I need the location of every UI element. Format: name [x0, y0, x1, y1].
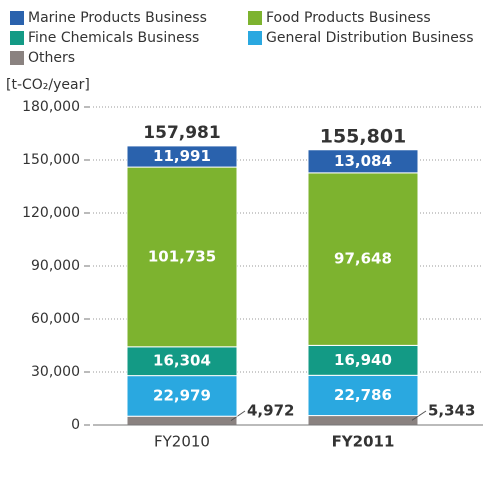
y-tick-label: 180,000 — [22, 99, 80, 115]
legend-label: Others — [28, 50, 75, 66]
legend-swatch — [10, 31, 24, 45]
value-label: 13,084 — [334, 152, 392, 170]
value-label: 101,735 — [148, 247, 216, 265]
y-tick-label: 90,000 — [31, 258, 80, 274]
legend-swatch — [248, 31, 262, 45]
y-axis-label: [t-CO₂/year] — [6, 77, 90, 93]
bar-segment — [307, 149, 419, 174]
x-tick-label: FY2010 — [154, 433, 210, 451]
value-label: 22,786 — [334, 386, 392, 404]
bar-segment — [307, 172, 419, 346]
legend-label: Food Products Business — [266, 10, 431, 26]
legend-swatch — [10, 11, 24, 25]
bar-segment — [126, 145, 238, 168]
y-tick-label: 150,000 — [22, 152, 80, 168]
total-label: 155,801 — [320, 125, 407, 147]
legend-label: Marine Products Business — [28, 10, 207, 26]
bar-segment — [126, 346, 238, 377]
bar-segment — [126, 415, 238, 426]
y-tick-label: 60,000 — [31, 311, 80, 327]
value-label: 5,343 — [428, 402, 475, 420]
y-tick-label: 30,000 — [31, 364, 80, 380]
value-label: 97,648 — [334, 250, 392, 268]
value-label: 16,304 — [153, 352, 211, 370]
legend-label: Fine Chemicals Business — [28, 30, 199, 46]
leader-line — [230, 410, 246, 422]
legend-label: General Distribution Business — [266, 30, 473, 46]
legend-swatch — [248, 11, 262, 25]
leader-line — [411, 410, 427, 421]
bar-segment — [307, 415, 419, 426]
legend-swatch — [10, 51, 24, 65]
y-tick-label: 0 — [71, 417, 80, 433]
y-tick-label: 120,000 — [22, 205, 80, 221]
bar-segment — [126, 166, 238, 348]
x-tick-label: FY2011 — [332, 433, 395, 451]
value-label: 16,940 — [334, 351, 392, 369]
value-label: 4,972 — [247, 402, 294, 420]
value-label: 11,991 — [153, 147, 211, 165]
value-label: 22,979 — [153, 386, 211, 404]
total-label: 157,981 — [143, 123, 220, 143]
